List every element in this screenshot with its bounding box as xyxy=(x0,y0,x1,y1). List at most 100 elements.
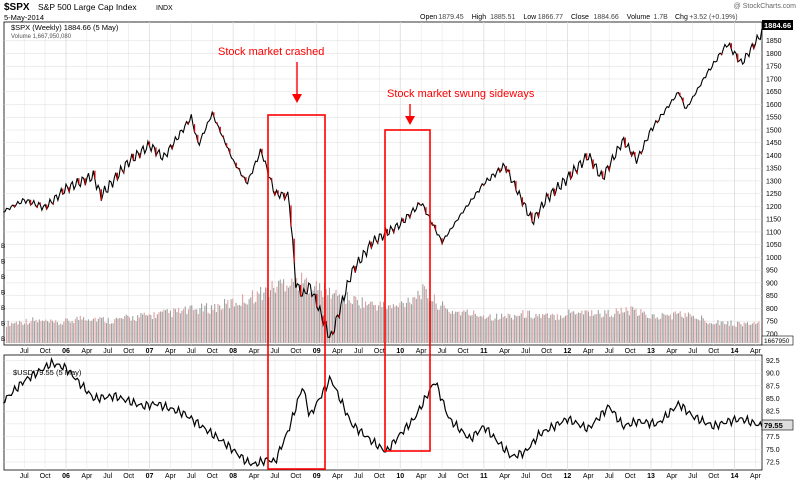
volume-bar xyxy=(589,316,591,343)
volume-bar xyxy=(345,303,347,343)
volume-bar xyxy=(227,300,229,343)
volume-bar xyxy=(451,310,453,343)
x-tick-label-bottom: Apr xyxy=(332,473,344,480)
volume-bar xyxy=(319,283,321,343)
volume-bar xyxy=(601,317,603,343)
x-tick-label-top: Oct xyxy=(541,348,552,355)
volume-bar xyxy=(291,278,293,343)
x-tick-label-top: 13 xyxy=(647,348,655,355)
usd-last-value: 79.55 xyxy=(764,421,783,430)
volume-bar xyxy=(753,322,755,343)
volume-bar xyxy=(220,309,222,343)
volume-bar xyxy=(440,305,442,343)
volume-bar xyxy=(407,297,409,343)
x-tick-label-bottom: 14 xyxy=(731,473,739,480)
volume-bar xyxy=(266,287,268,343)
volume-bar xyxy=(684,313,686,343)
volume-bar xyxy=(481,316,483,343)
volume-bar xyxy=(24,323,26,343)
x-tick-label-bottom: Apr xyxy=(666,473,678,480)
volume-bar xyxy=(689,313,691,343)
price-tick-label: 1600 xyxy=(766,102,782,109)
price-tick-label: 1200 xyxy=(766,204,782,211)
volume-bar xyxy=(545,313,547,343)
volume-bar xyxy=(414,297,416,343)
volume-bar xyxy=(243,302,245,343)
price-tick-label: 1850 xyxy=(766,38,782,45)
volume-bar xyxy=(494,318,496,343)
volume-bar xyxy=(489,314,491,343)
volume-bar xyxy=(92,318,94,343)
volume-bar xyxy=(623,312,626,343)
volume-bar xyxy=(460,315,462,343)
x-tick-label-top: Apr xyxy=(750,348,762,355)
volume-bar xyxy=(410,304,412,343)
volume-bar xyxy=(350,302,352,343)
volume-bar xyxy=(361,297,363,343)
volume-bar xyxy=(38,319,40,343)
x-tick-label-top: Oct xyxy=(123,348,134,355)
volume-bar xyxy=(614,313,616,343)
price-tick-label: 800 xyxy=(766,306,778,313)
volume-bar xyxy=(571,311,573,343)
volume-bar xyxy=(605,313,608,343)
volume-bar xyxy=(435,303,437,343)
volume-bar xyxy=(627,310,629,343)
volume-bar xyxy=(256,291,258,343)
volume-bar xyxy=(566,315,568,343)
x-tick-label-bottom: Apr xyxy=(249,473,261,480)
volume-bar xyxy=(687,312,689,343)
x-tick-label-bottom: Jul xyxy=(187,473,196,480)
volume-bar xyxy=(91,320,93,343)
ohlc-chg-label: Chg xyxy=(675,14,688,21)
x-tick-label-bottom: 06 xyxy=(62,473,70,480)
volume-bar xyxy=(519,315,521,343)
usd-tick-label: 77.5 xyxy=(766,434,780,441)
volume-bar xyxy=(578,312,580,343)
volume-bar xyxy=(187,309,190,343)
x-tick-label-bottom: 12 xyxy=(564,473,572,480)
volume-bar xyxy=(89,321,91,343)
volume-bar xyxy=(596,314,598,343)
price-tick-label: 900 xyxy=(766,280,778,287)
volume-bar xyxy=(700,315,703,343)
volume-bar xyxy=(458,311,460,343)
volume-bar xyxy=(238,304,240,343)
volume-bar xyxy=(219,305,221,343)
volume-bar xyxy=(674,311,676,343)
volume-bar xyxy=(374,305,376,343)
volume-bar xyxy=(119,317,121,343)
volume-bar xyxy=(584,310,586,343)
volume-bar xyxy=(171,317,173,343)
volume-bar xyxy=(332,294,334,343)
volume-bar xyxy=(160,311,162,343)
x-tick-label-bottom: 10 xyxy=(396,473,404,480)
volume-bar xyxy=(448,311,450,343)
volume-bar xyxy=(46,321,49,343)
x-tick-label-bottom: Apr xyxy=(499,473,511,480)
volume-bar xyxy=(625,307,627,343)
ohlc-high-label: High xyxy=(472,14,487,21)
volume-bar xyxy=(560,315,562,343)
x-tick-label-bottom: Jul xyxy=(605,473,614,480)
volume-bar xyxy=(746,322,748,343)
x-tick-label-top: 09 xyxy=(313,348,321,355)
price-tick-label: 1300 xyxy=(766,178,782,185)
price-tick-label: 1500 xyxy=(766,127,782,134)
volume-bar xyxy=(715,323,717,343)
volume-bar xyxy=(438,309,440,343)
volume-bar xyxy=(145,314,147,343)
volume-bar xyxy=(133,320,135,343)
volume-bar xyxy=(704,320,706,343)
volume-bar xyxy=(78,320,80,343)
volume-bar xyxy=(156,314,158,343)
volume-bar xyxy=(389,304,391,343)
volume-bar xyxy=(720,321,722,343)
volume-bar xyxy=(478,317,480,343)
volume-bar xyxy=(212,309,214,343)
volume-bar xyxy=(620,307,622,343)
volume-bar xyxy=(576,313,578,343)
volume-bar xyxy=(535,313,537,343)
volume-bar xyxy=(556,314,558,343)
volume-bar xyxy=(301,272,303,343)
